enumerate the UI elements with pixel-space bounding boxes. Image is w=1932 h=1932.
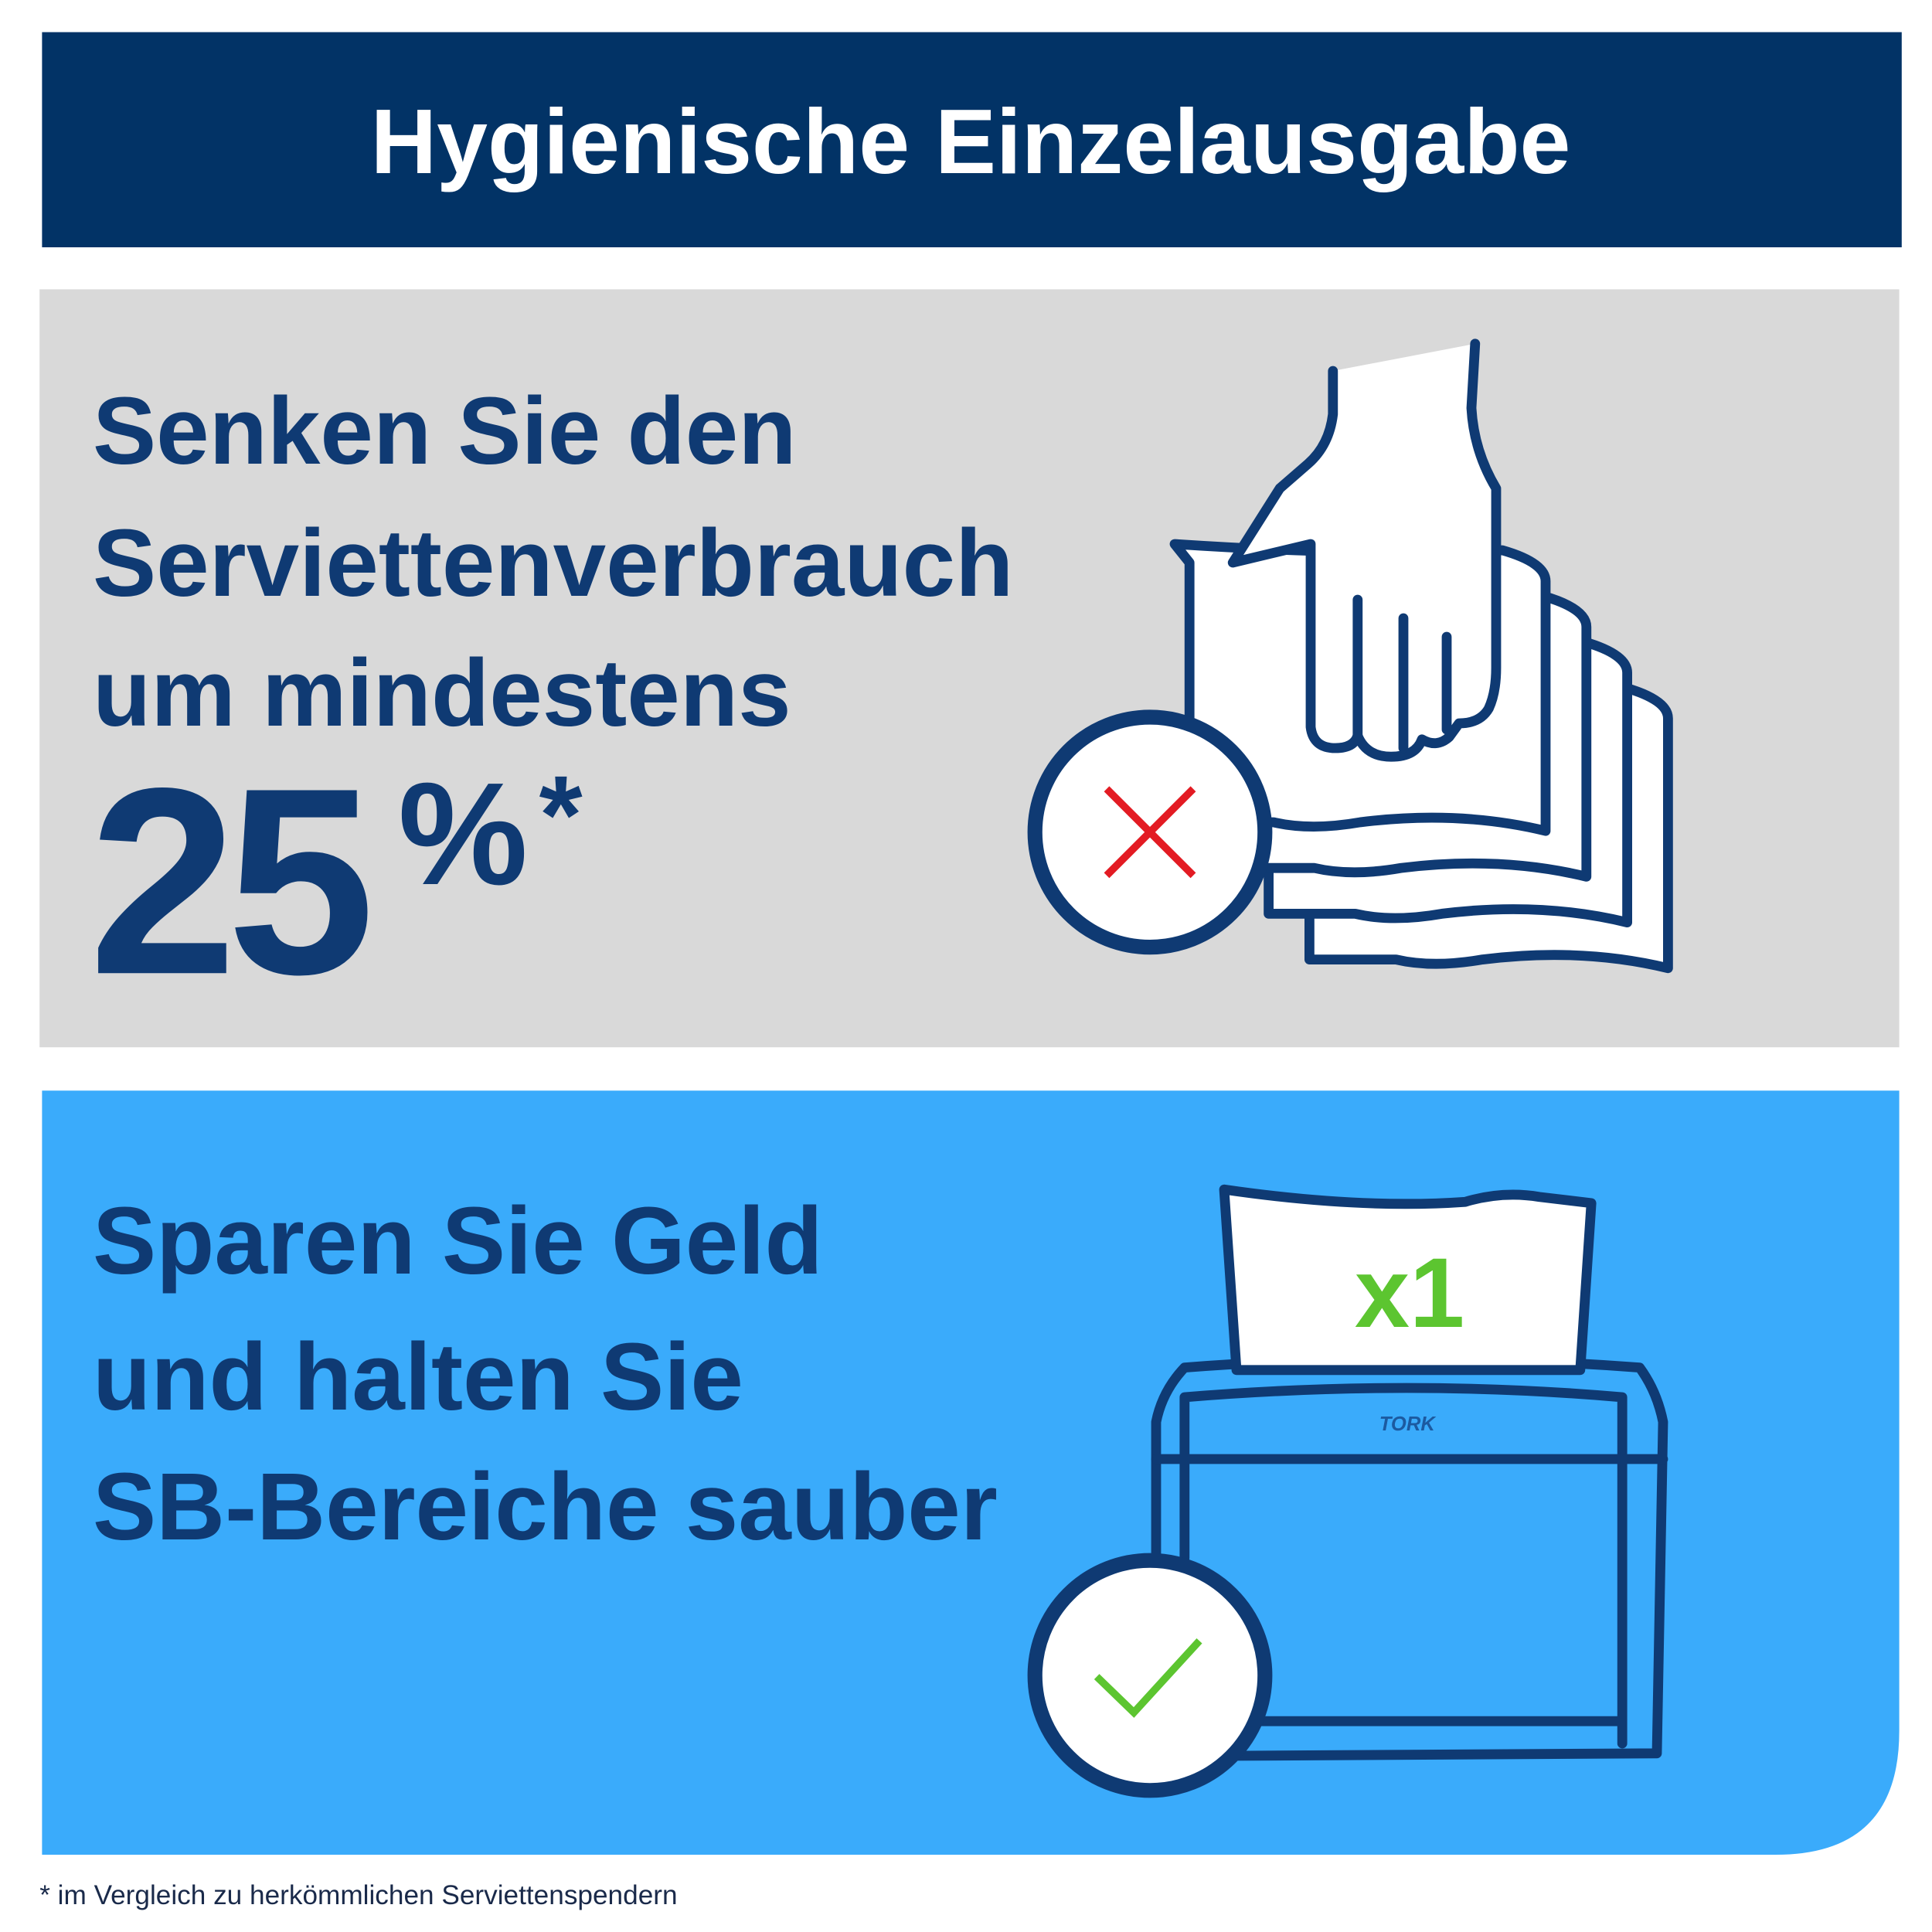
footnote: * im Vergleich zu herkömmlichen Serviett… [39,1880,677,1910]
badge: x1 [1355,1238,1464,1349]
napkin-icon [1027,338,1673,974]
stat-unit: % [398,753,528,916]
stat-mark: * [539,753,583,877]
dispenser-icon: x1 TORK [1027,1184,1668,1798]
panel-line: Senken Sie den [93,378,797,485]
brand: TORK [1379,1413,1437,1435]
stat-figure: 25 [89,733,368,1029]
panel-line: und halten Sie [93,1324,743,1430]
panel-line: SB-Bereiche sauber [93,1454,998,1560]
panel-line: um mindestens [93,640,791,747]
header-title: Hygienische Einzelausgabe [371,91,1571,193]
panel-line: Serviettenverbrauch [93,510,1013,617]
header-bar [42,32,1902,247]
panel-line: Sparen Sie Geld [93,1188,823,1294]
